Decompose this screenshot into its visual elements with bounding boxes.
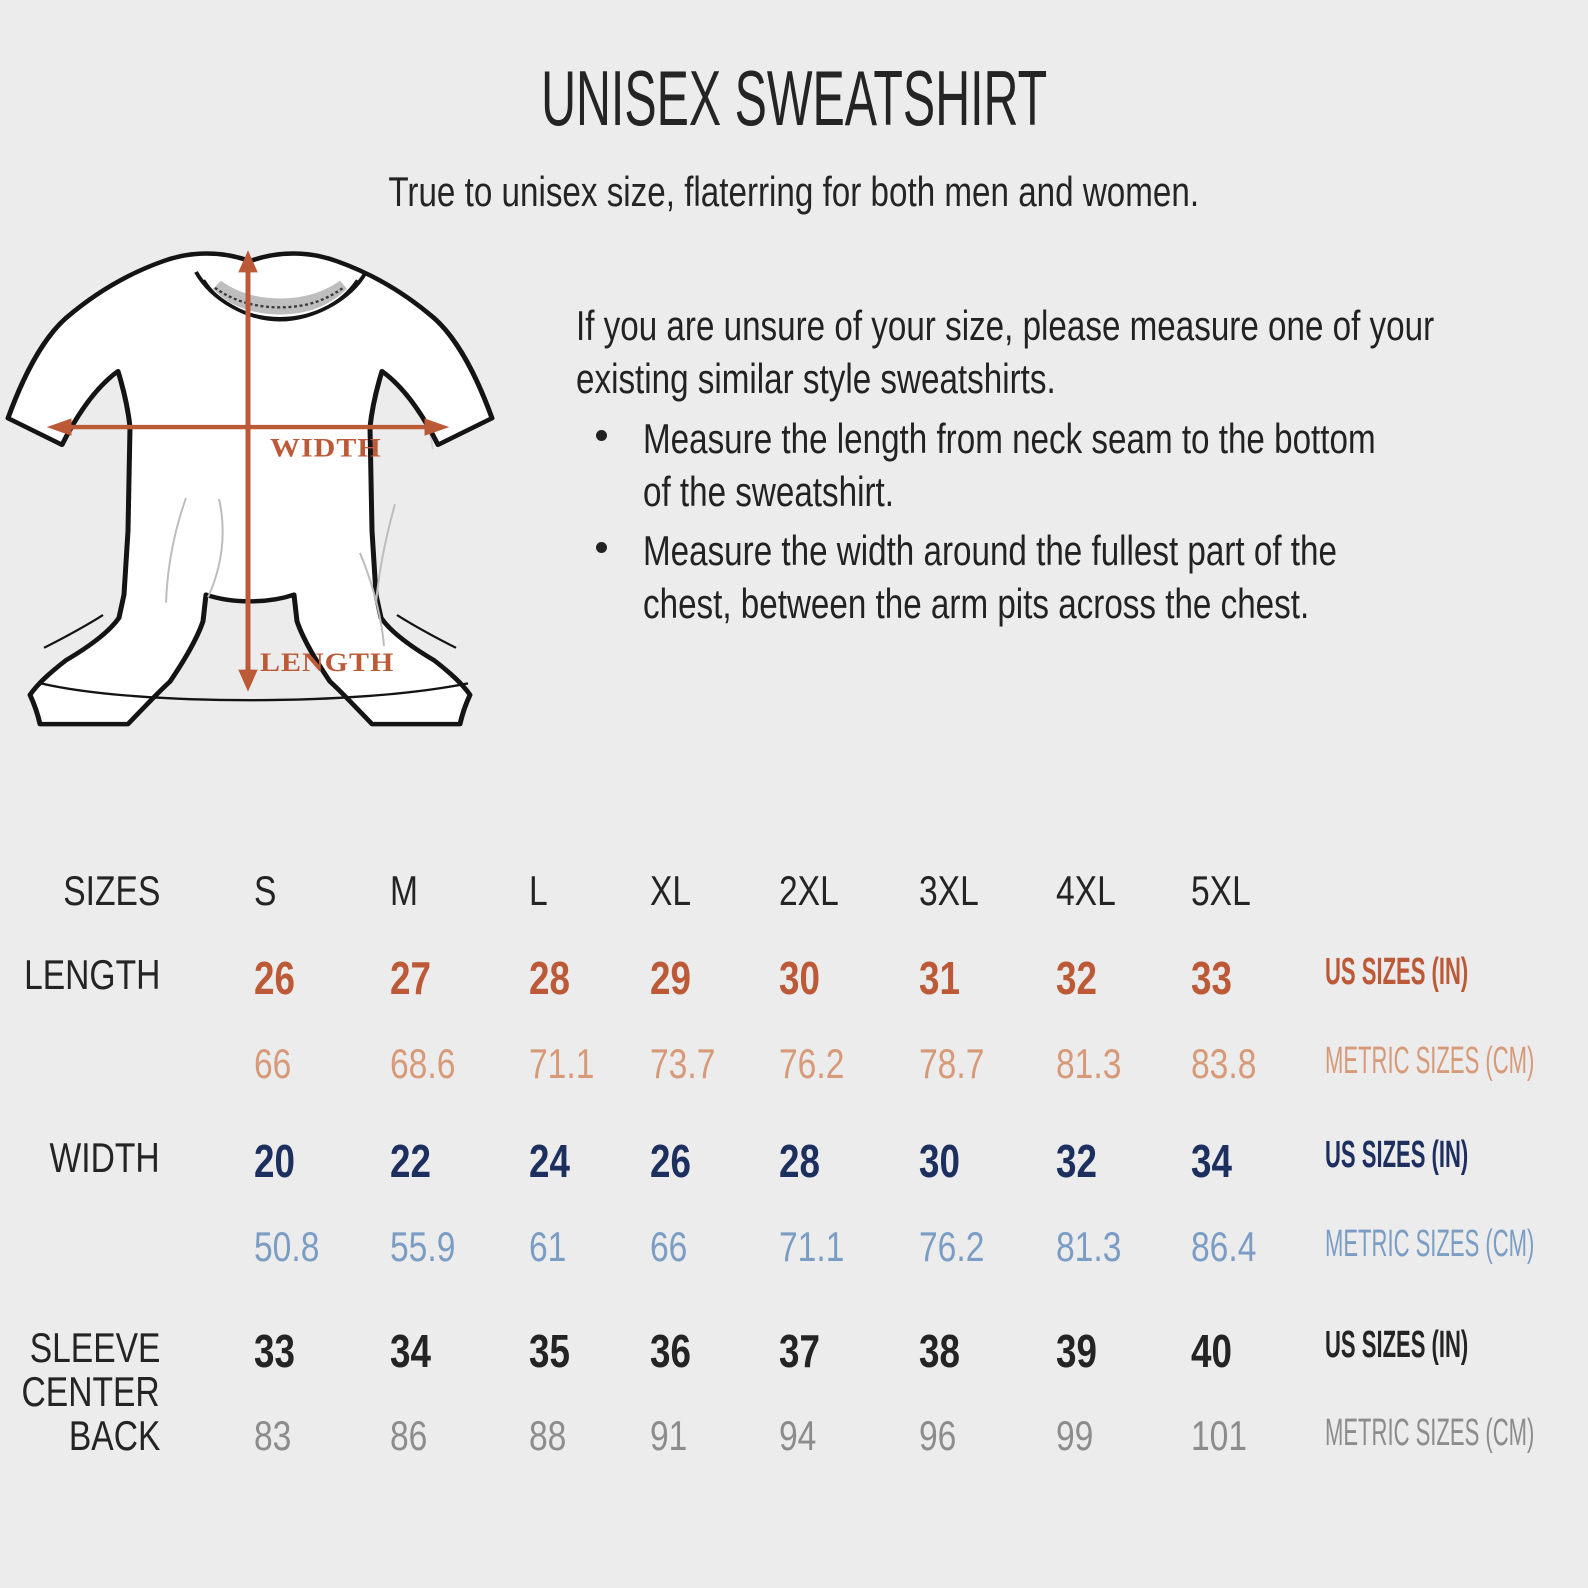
svg-text:LENGTH: LENGTH: [260, 648, 394, 677]
svg-text:WIDTH: WIDTH: [270, 434, 382, 463]
